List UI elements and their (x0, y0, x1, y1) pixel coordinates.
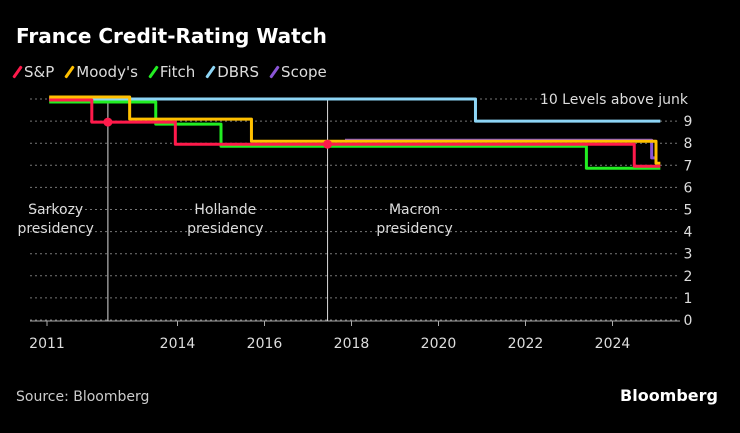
presidency-annotation: Hollande presidency (187, 202, 264, 237)
y-tick-label: 3 (684, 247, 693, 263)
annotation-line: presidency (376, 221, 453, 237)
legend-label: Moody's (76, 63, 138, 81)
y-top-label: 10 Levels above junk (540, 92, 689, 108)
annotation-line: presidency (187, 221, 264, 237)
series-line-fitch (49, 100, 661, 170)
series-line-sp (49, 98, 661, 168)
annotation-line: Sarkozy (28, 202, 83, 218)
y-tick-label: 0 (684, 313, 693, 329)
y-tick-label: 7 (684, 158, 693, 174)
legend-label: Scope (281, 63, 327, 81)
presidency-annotation: Macron presidency (376, 202, 453, 237)
x-tick-label: 2011 (29, 336, 65, 352)
legend-label: DBRS (217, 63, 260, 81)
legend-label: S&P (24, 63, 55, 81)
event-marker (103, 117, 113, 127)
legend-item: S&P (12, 63, 55, 81)
annotation-line: presidency (17, 221, 94, 237)
x-tick-label: 2024 (595, 336, 631, 352)
legend-label: Fitch (159, 63, 196, 81)
x-tick-label: 2014 (160, 336, 196, 352)
legend-item: Scope (269, 63, 327, 81)
series-line-moodys (49, 95, 661, 165)
bloomberg-logo: Bloomberg (620, 386, 718, 405)
legend-item: Fitch (148, 63, 196, 81)
legend-item: DBRS (205, 63, 260, 81)
x-tick-label: 2016 (247, 336, 283, 352)
series-line-dbrs (49, 97, 661, 123)
legend: S&P Moody's Fitch DBRS Scope (12, 63, 327, 81)
legend-item: Moody's (64, 63, 138, 81)
chart-title: France Credit-Rating Watch (16, 24, 327, 48)
source-note: Source: Bloomberg (16, 389, 150, 405)
y-tick-label: 5 (684, 203, 693, 219)
x-tick-label: 2020 (421, 336, 457, 352)
y-tick-label: 6 (684, 180, 693, 196)
y-tick-label: 1 (684, 291, 693, 307)
event-marker (323, 139, 333, 149)
y-tick-label: 4 (684, 225, 693, 241)
y-tick-label: 2 (684, 269, 693, 285)
annotation-line: Macron (389, 202, 440, 218)
annotation-line: Hollande (194, 202, 256, 218)
y-tick-label: 8 (684, 136, 693, 152)
presidency-annotation: Sarkozy presidency (17, 202, 94, 237)
x-tick-label: 2018 (334, 336, 370, 352)
y-tick-label: 9 (684, 114, 693, 130)
x-tick-label: 2022 (508, 336, 544, 352)
